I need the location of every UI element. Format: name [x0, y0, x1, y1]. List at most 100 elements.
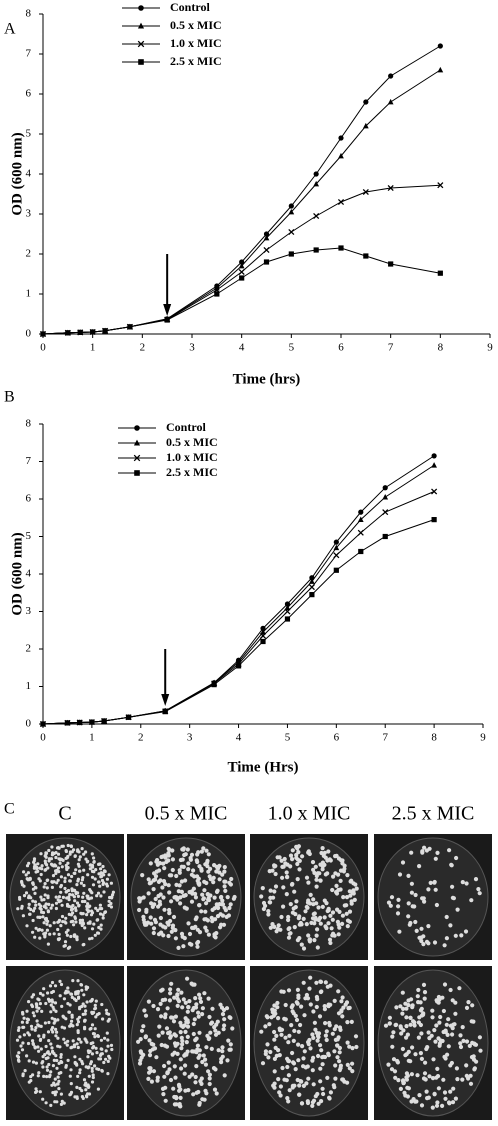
colony: [411, 1019, 416, 1024]
marker: [214, 291, 220, 297]
colony: [310, 1032, 315, 1037]
colony: [86, 1055, 90, 1059]
colony: [268, 1049, 273, 1055]
colony: [427, 1074, 432, 1079]
colony: [93, 933, 97, 937]
colony: [50, 845, 54, 849]
colony: [80, 1059, 84, 1064]
colony: [451, 896, 456, 901]
colony: [56, 866, 61, 870]
colony: [333, 1037, 338, 1042]
colony: [344, 903, 349, 908]
colony: [74, 908, 78, 913]
colony: [146, 999, 151, 1004]
colony: [40, 1061, 44, 1065]
colony: [312, 921, 317, 926]
colony: [178, 901, 183, 906]
marker: [259, 632, 267, 639]
marker: [313, 171, 319, 177]
colony: [220, 1012, 226, 1017]
colony: [106, 1072, 110, 1076]
colony: [54, 855, 58, 860]
colony: [100, 1068, 104, 1073]
colony: [433, 856, 438, 861]
colony: [275, 1005, 280, 1010]
colony: [345, 1062, 350, 1067]
colony: [400, 860, 406, 865]
colony: [340, 1077, 346, 1082]
colony: [60, 865, 64, 869]
colony: [297, 914, 302, 919]
colony: [40, 910, 44, 914]
colony: [324, 1029, 329, 1034]
colony: [204, 1091, 209, 1096]
colony: [463, 929, 469, 934]
colony: [97, 1057, 101, 1061]
colony: [64, 849, 68, 853]
colony: [265, 1015, 270, 1020]
colony: [326, 921, 331, 926]
marker: [65, 330, 71, 336]
colony: [38, 991, 43, 996]
colony: [84, 1094, 89, 1098]
colony: [208, 866, 213, 872]
colony: [70, 1019, 74, 1023]
colony: [260, 1061, 266, 1066]
colony: [151, 878, 156, 883]
colony: [66, 861, 70, 865]
colony: [313, 1027, 318, 1032]
colony: [77, 1037, 81, 1041]
colony: [32, 1014, 36, 1018]
colony: [175, 992, 180, 997]
colony: [74, 990, 78, 994]
colony: [80, 988, 84, 992]
colony: [64, 991, 68, 995]
colony: [53, 1001, 58, 1005]
x-tick-label: 9: [487, 342, 493, 354]
colony: [214, 1091, 219, 1096]
colony: [199, 909, 204, 914]
colony: [306, 1076, 311, 1081]
colony: [311, 1098, 317, 1103]
colony: [318, 1066, 323, 1071]
colony: [57, 932, 61, 937]
colony: [69, 844, 73, 848]
colony: [151, 887, 156, 892]
colony: [320, 1062, 325, 1067]
series-line: [42, 247, 441, 335]
colony: [416, 1035, 421, 1040]
colony: [87, 1092, 92, 1096]
colony: [138, 1037, 143, 1042]
colony: [107, 1017, 111, 1021]
colony: [193, 924, 198, 929]
colony: [48, 932, 52, 936]
colony: [80, 847, 84, 851]
colony: [90, 852, 94, 856]
colony: [396, 897, 401, 903]
colony: [59, 1092, 64, 1096]
colony: [87, 1074, 91, 1078]
colony: [75, 883, 79, 887]
series-line: [42, 69, 441, 335]
colony: [354, 886, 359, 891]
colony: [172, 1064, 177, 1069]
marker: [77, 329, 83, 335]
colony: [410, 1003, 415, 1008]
colony: [215, 1019, 220, 1024]
colony: [46, 910, 51, 914]
colony: [435, 850, 440, 856]
colony: [73, 915, 77, 919]
plate: [377, 837, 489, 957]
colony: [387, 1021, 392, 1026]
colony: [142, 1008, 147, 1013]
colony: [49, 1042, 53, 1046]
colony: [58, 861, 62, 865]
colony: [52, 1081, 56, 1085]
colony: [76, 894, 80, 899]
colony: [56, 852, 61, 856]
colony: [93, 1003, 97, 1008]
colony: [323, 872, 328, 877]
colony: [313, 1094, 318, 1099]
colonies: [259, 975, 359, 1108]
colony: [37, 1034, 41, 1038]
